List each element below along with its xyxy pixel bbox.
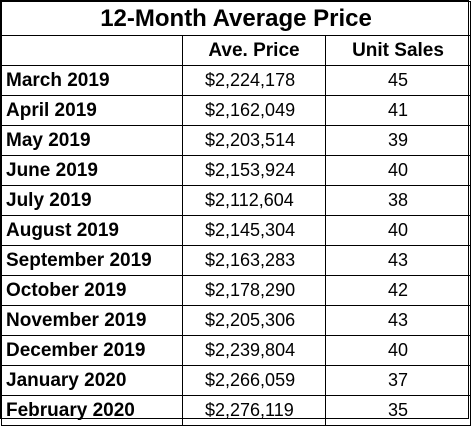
- month-cell: June 2019: [1, 155, 183, 186]
- table-row: October 2019 $2,178,290 42: [1, 275, 471, 306]
- units-cell: 38: [324, 185, 471, 216]
- price-cell: $2,266,059: [182, 365, 326, 396]
- price-cell: $2,239,804: [182, 335, 326, 366]
- units-cell: 45: [324, 65, 471, 96]
- price-cell: $2,153,924: [182, 155, 326, 186]
- price-cell: $2,145,304: [182, 215, 326, 246]
- table-row: June 2019 $2,153,924 40: [1, 155, 471, 186]
- units-cell: 35: [324, 395, 471, 426]
- month-cell: December 2019: [1, 335, 183, 366]
- month-cell: August 2019: [1, 215, 183, 246]
- price-cell: $2,205,306: [182, 305, 326, 336]
- month-cell: October 2019: [1, 275, 183, 306]
- price-cell: $2,162,049: [182, 95, 326, 126]
- header-ave-price: Ave. Price: [182, 35, 326, 66]
- units-cell: 42: [324, 275, 471, 306]
- table-row: September 2019 $2,163,283 43: [1, 245, 471, 276]
- price-cell: $2,276,119: [182, 395, 326, 426]
- month-cell: April 2019: [1, 95, 183, 126]
- table-row: July 2019 $2,112,604 38: [1, 185, 471, 216]
- units-cell: 40: [324, 155, 471, 186]
- header-unit-sales: Unit Sales: [324, 35, 471, 66]
- units-cell: 39: [324, 125, 471, 156]
- month-cell: May 2019: [1, 125, 183, 156]
- units-cell: 43: [324, 245, 471, 276]
- table-row: April 2019 $2,162,049 41: [1, 95, 471, 126]
- table-row: August 2019 $2,145,304 40: [1, 215, 471, 246]
- month-cell: January 2020: [1, 365, 183, 396]
- units-cell: 43: [324, 305, 471, 336]
- month-cell: November 2019: [1, 305, 183, 336]
- table-row: March 2019 $2,224,178 45: [1, 65, 471, 96]
- header-month: [1, 35, 183, 66]
- price-cell: $2,224,178: [182, 65, 326, 96]
- table-row: February 2020 $2,276,119 35: [1, 395, 471, 426]
- table-title: 12-Month Average Price: [0, 1, 471, 36]
- title-row: 12-Month Average Price: [0, 1, 471, 36]
- units-cell: 40: [324, 335, 471, 366]
- units-cell: 41: [324, 95, 471, 126]
- price-cell: $2,178,290: [182, 275, 326, 306]
- month-cell: September 2019: [1, 245, 183, 276]
- price-cell: $2,163,283: [182, 245, 326, 276]
- month-cell: February 2020: [1, 395, 183, 426]
- month-cell: July 2019: [1, 185, 183, 216]
- price-cell: $2,112,604: [182, 185, 326, 216]
- units-cell: 37: [324, 365, 471, 396]
- units-cell: 40: [324, 215, 471, 246]
- table-row: December 2019 $2,239,804 40: [1, 335, 471, 366]
- table-row: November 2019 $2,205,306 43: [1, 305, 471, 336]
- header-row: Ave. Price Unit Sales: [1, 35, 471, 66]
- table-row: January 2020 $2,266,059 37: [1, 365, 471, 396]
- table-row: May 2019 $2,203,514 39: [1, 125, 471, 156]
- month-cell: March 2019: [1, 65, 183, 96]
- price-cell: $2,203,514: [182, 125, 326, 156]
